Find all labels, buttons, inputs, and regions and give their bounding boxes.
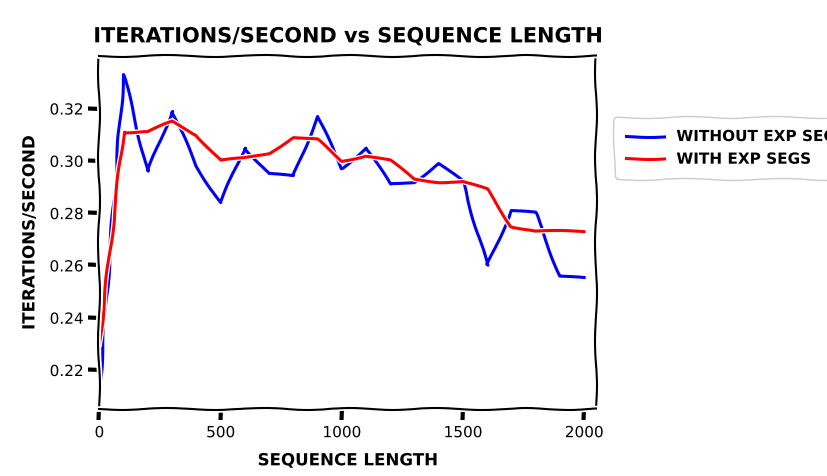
WITH EXP SEGS [506, 224, 516, 229]
WITHOUT EXP SEGS [191, 164, 201, 169]
WITHOUT EXP SEGS [506, 208, 516, 214]
WITHOUT EXP SEGS [385, 182, 394, 188]
WITH EXP SEGS [167, 119, 177, 125]
WITH EXP SEGS [191, 132, 201, 138]
Y-axis label: ITERATIONS/SECOND: ITERATIONS/SECOND [21, 136, 38, 330]
WITHOUT EXP SEGS [288, 174, 298, 180]
WITH EXP SEGS [409, 177, 418, 183]
WITHOUT EXP SEGS [409, 179, 418, 185]
WITHOUT EXP SEGS [530, 211, 540, 217]
WITH EXP SEGS [433, 179, 443, 185]
WITHOUT EXP SEGS [167, 109, 177, 115]
WITH EXP SEGS [240, 156, 250, 162]
Line: WITH EXP SEGS: WITH EXP SEGS [99, 122, 583, 344]
WITH EXP SEGS [530, 229, 540, 235]
WITH EXP SEGS [578, 229, 588, 235]
WITH EXP SEGS [94, 341, 104, 347]
WITHOUT EXP SEGS [481, 263, 491, 269]
WITH EXP SEGS [481, 188, 491, 193]
X-axis label: SEQUENCE LENGTH: SEQUENCE LENGTH [257, 451, 437, 469]
WITHOUT EXP SEGS [433, 161, 443, 167]
WITH EXP SEGS [143, 130, 153, 136]
WITHOUT EXP SEGS [337, 167, 347, 172]
WITHOUT EXP SEGS [94, 388, 104, 394]
WITHOUT EXP SEGS [240, 146, 250, 151]
WITHOUT EXP SEGS [118, 72, 128, 78]
WITH EXP SEGS [312, 138, 322, 143]
WITH EXP SEGS [215, 159, 225, 164]
WITH EXP SEGS [264, 151, 274, 157]
Legend: WITHOUT EXP SEGS, WITH EXP SEGS: WITHOUT EXP SEGS, WITH EXP SEGS [613, 118, 827, 179]
WITH EXP SEGS [118, 130, 128, 136]
WITHOUT EXP SEGS [143, 169, 153, 175]
WITHOUT EXP SEGS [554, 273, 564, 279]
WITHOUT EXP SEGS [457, 179, 467, 185]
WITHOUT EXP SEGS [361, 146, 370, 151]
WITHOUT EXP SEGS [578, 276, 588, 282]
WITHOUT EXP SEGS [264, 172, 274, 178]
WITH EXP SEGS [337, 159, 347, 164]
WITH EXP SEGS [554, 229, 564, 235]
WITH EXP SEGS [361, 153, 370, 159]
WITH EXP SEGS [385, 159, 394, 164]
Line: WITHOUT EXP SEGS: WITHOUT EXP SEGS [99, 75, 583, 391]
WITHOUT EXP SEGS [215, 200, 225, 206]
WITH EXP SEGS [457, 179, 467, 185]
WITH EXP SEGS [288, 135, 298, 141]
WITHOUT EXP SEGS [312, 114, 322, 120]
Title: ITERATIONS/SECOND vs SEQUENCE LENGTH: ITERATIONS/SECOND vs SEQUENCE LENGTH [93, 27, 601, 47]
